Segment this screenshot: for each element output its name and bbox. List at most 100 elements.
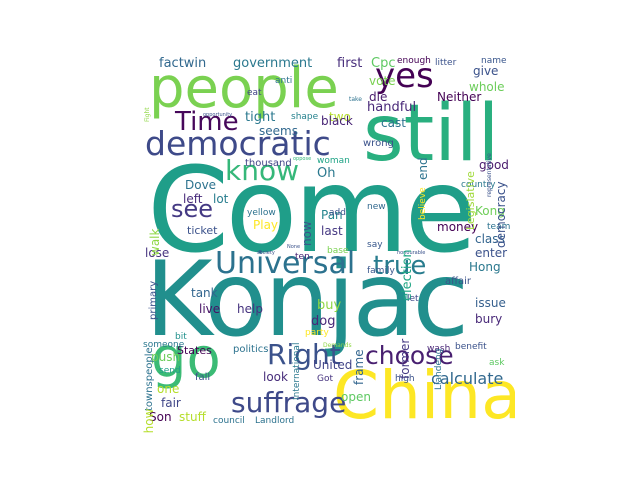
word: yes bbox=[375, 56, 434, 96]
word: China bbox=[333, 357, 515, 433]
word-cloud: Come Konjac still China people go democr… bbox=[135, 53, 515, 433]
word: give bbox=[473, 64, 499, 78]
word: representative bbox=[486, 153, 493, 197]
word: government bbox=[233, 56, 313, 71]
word: enter bbox=[475, 246, 508, 260]
word: fair bbox=[161, 396, 181, 410]
word: high bbox=[395, 374, 415, 384]
word: wrong bbox=[363, 138, 394, 149]
word: help bbox=[237, 302, 263, 316]
word: look bbox=[263, 370, 288, 384]
word: money bbox=[437, 220, 479, 234]
word: believe bbox=[418, 187, 428, 220]
word: benefit bbox=[455, 342, 487, 352]
word: push bbox=[151, 350, 181, 364]
word: society bbox=[257, 250, 275, 256]
word: whole bbox=[469, 80, 505, 94]
word: election bbox=[400, 249, 415, 301]
word: let bbox=[407, 294, 419, 304]
word: Konjac bbox=[145, 240, 469, 360]
word: yellow bbox=[247, 208, 276, 218]
word: seems bbox=[259, 124, 298, 138]
word: Play bbox=[253, 218, 279, 232]
word: council bbox=[213, 416, 245, 426]
word: United bbox=[313, 358, 353, 372]
word: take bbox=[349, 96, 362, 103]
word: base bbox=[327, 246, 349, 256]
word: anti bbox=[275, 76, 293, 86]
word: two bbox=[329, 110, 351, 124]
word: ask bbox=[489, 358, 505, 368]
word: factwin bbox=[159, 56, 207, 71]
word: honourable bbox=[397, 250, 426, 256]
word: enough bbox=[397, 56, 431, 66]
word: former bbox=[398, 338, 412, 379]
word: left bbox=[183, 192, 203, 206]
word: Universal bbox=[215, 246, 356, 281]
word: lot bbox=[213, 192, 229, 206]
word: buy bbox=[317, 298, 342, 313]
word: Hong bbox=[469, 260, 501, 274]
word: vote bbox=[369, 74, 396, 88]
word: fall bbox=[195, 372, 211, 383]
word: Landlord bbox=[255, 416, 295, 426]
word: ten bbox=[295, 252, 310, 262]
word: party bbox=[305, 328, 329, 338]
word: people bbox=[149, 56, 339, 121]
word: say bbox=[367, 240, 383, 250]
word: Come bbox=[147, 141, 477, 279]
word: opportunity bbox=[203, 112, 233, 118]
word: Liandeng bbox=[434, 348, 444, 390]
word: true bbox=[373, 251, 427, 281]
word: someone bbox=[143, 340, 185, 350]
word: stuff bbox=[179, 410, 206, 424]
word: go bbox=[151, 326, 221, 391]
word: wash bbox=[427, 344, 451, 354]
word: shape bbox=[291, 112, 319, 122]
word: Oh bbox=[317, 166, 336, 181]
word: Demands bbox=[323, 342, 352, 349]
word: last bbox=[321, 224, 343, 238]
word: live bbox=[199, 302, 221, 316]
word: Kong bbox=[475, 204, 505, 218]
word: now bbox=[300, 221, 314, 246]
word: Son bbox=[149, 410, 172, 424]
word: Dove bbox=[185, 178, 217, 192]
word: team bbox=[487, 222, 511, 232]
word: oppose bbox=[293, 156, 312, 162]
word: one bbox=[157, 382, 180, 396]
word: woman bbox=[317, 156, 350, 166]
word: Show bbox=[142, 408, 156, 433]
word: townspeople bbox=[144, 347, 155, 411]
word: die bbox=[369, 90, 388, 104]
word: walk bbox=[148, 228, 162, 256]
word: ticket bbox=[187, 224, 218, 237]
word: tight bbox=[245, 110, 276, 125]
word: Cpc bbox=[371, 56, 396, 71]
word: eat bbox=[247, 88, 262, 98]
word: litter bbox=[435, 58, 457, 68]
word: bit bbox=[175, 332, 187, 342]
word: class bbox=[475, 232, 505, 246]
word: affair bbox=[445, 276, 472, 287]
word: primary bbox=[148, 280, 159, 320]
word: Neither bbox=[437, 90, 482, 104]
word: International bbox=[292, 342, 302, 400]
word: calculate bbox=[431, 369, 504, 388]
word: see bbox=[171, 195, 214, 223]
word: None bbox=[287, 244, 301, 250]
word: send bbox=[159, 366, 181, 376]
word: open bbox=[341, 390, 371, 404]
word: country bbox=[461, 180, 496, 190]
word: family bbox=[367, 266, 395, 276]
word: handful bbox=[367, 100, 417, 115]
word: politics bbox=[233, 344, 269, 355]
word: end bbox=[416, 157, 430, 180]
word: Fight bbox=[144, 107, 151, 122]
word: choose bbox=[365, 341, 454, 370]
word: democracy bbox=[494, 181, 508, 248]
word: know bbox=[225, 154, 299, 187]
word: first bbox=[337, 56, 363, 71]
word: thousand bbox=[245, 158, 292, 169]
word: Right bbox=[267, 338, 341, 371]
